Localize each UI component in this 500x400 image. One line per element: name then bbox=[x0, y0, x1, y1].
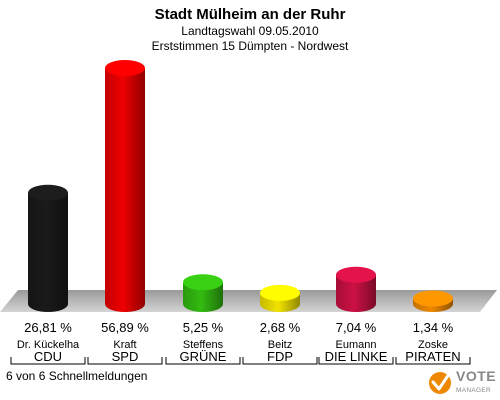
bar-gr-ne bbox=[183, 274, 223, 312]
value-label-group: 26,81 % 56,89 % 5,25 % 2,68 % 7,04 % 1,34 % bbox=[24, 320, 454, 335]
bar-spd bbox=[105, 60, 145, 312]
chart-title: Stadt Mülheim an der Ruhr bbox=[155, 6, 346, 23]
party-bracket bbox=[165, 357, 241, 365]
logo-word-manager: MANAGER bbox=[456, 387, 491, 394]
footer-note: 6 von 6 Schnellmeldungen bbox=[6, 369, 147, 383]
party-bracket bbox=[10, 357, 86, 365]
vote-manager-logo: VOTE MANAGER bbox=[429, 368, 496, 394]
bar-cdu bbox=[28, 184, 68, 312]
value-label: 5,25 % bbox=[183, 320, 224, 335]
candidate-label: Beitz bbox=[268, 339, 292, 351]
candidate-label: Kraft bbox=[113, 339, 136, 351]
logo-word-vote: VOTE bbox=[456, 368, 496, 384]
party-label-group: CDU SPD GRÜNE FDP DIE LINKE PIRATEN bbox=[10, 349, 471, 365]
party-label: SPD bbox=[112, 349, 139, 364]
value-label: 2,68 % bbox=[260, 320, 301, 335]
bar-group bbox=[28, 60, 453, 312]
value-label: 56,89 % bbox=[101, 320, 149, 335]
party-label: DIE LINKE bbox=[325, 349, 388, 364]
value-label: 26,81 % bbox=[24, 320, 72, 335]
candidate-label: Eumann bbox=[336, 339, 377, 351]
candidate-label: Dr. Kückelha bbox=[17, 339, 80, 351]
party-label: GRÜNE bbox=[180, 349, 227, 364]
value-label: 1,34 % bbox=[413, 320, 454, 335]
chart-subtitle-district: Erststimmen 15 Dümpten - Nordwest bbox=[152, 39, 349, 53]
party-label: FDP bbox=[267, 349, 293, 364]
party-label: PIRATEN bbox=[405, 349, 460, 364]
candidate-label: Zoske bbox=[418, 339, 448, 351]
chart-subtitle-election: Landtagswahl 09.05.2010 bbox=[181, 24, 319, 38]
candidate-label: Steffens bbox=[183, 339, 224, 351]
party-bracket bbox=[87, 357, 163, 365]
party-label: CDU bbox=[34, 349, 62, 364]
candidate-label-group: Dr. Kückelha Kraft Steffens Beitz Eumann Zosk… bbox=[17, 339, 448, 351]
bar-die-linke bbox=[336, 266, 376, 312]
value-label: 7,04 % bbox=[336, 320, 377, 335]
bar-fdp bbox=[260, 284, 300, 312]
bar-piraten bbox=[413, 290, 453, 312]
party-bracket bbox=[395, 357, 471, 365]
party-bracket bbox=[318, 357, 394, 365]
party-bracket bbox=[242, 357, 318, 365]
